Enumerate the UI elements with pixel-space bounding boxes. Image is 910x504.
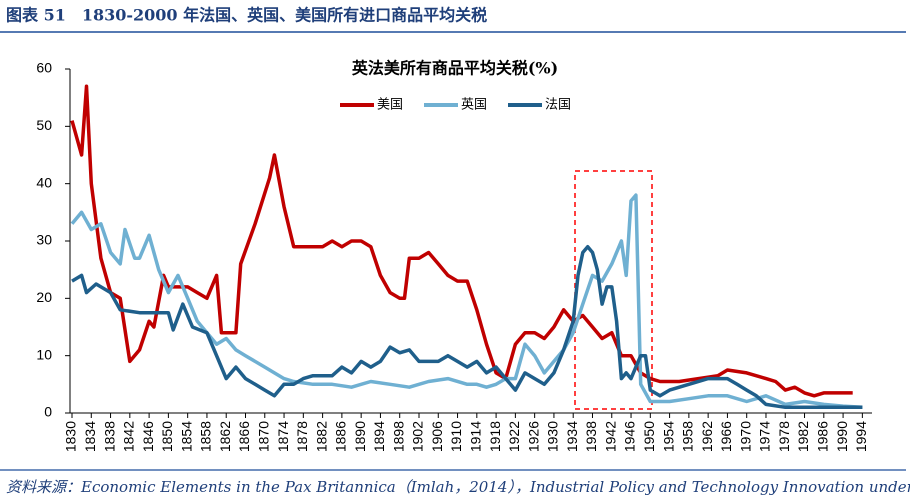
legend-label: 英国 [461,98,487,113]
x-tick-label: 1938 [583,421,599,452]
x-tick-label: 1858 [198,421,214,452]
x-tick-label: 1890 [352,421,368,452]
legend-label: 美国 [377,98,403,113]
series-line [70,84,853,398]
x-tick-label: 1950 [641,421,657,452]
x-tick-label: 1922 [506,421,522,452]
x-tick-label: 1914 [468,421,484,452]
x-tick-label: 1958 [680,421,696,452]
y-tick-label: 10 [36,346,52,362]
x-tick-label: 1834 [82,421,98,452]
series-line [71,244,863,410]
x-tick-label: 1898 [390,421,406,452]
header: 图表 51 1830-2000 年法国、英国、美国所有进口商品平均关税 [6,6,487,25]
x-tick-label: 1954 [660,421,676,452]
chart-title: 英法美所有商品平均关税(%) [351,59,558,78]
y-tick-label: 0 [44,404,52,420]
x-tick-label: 1842 [121,421,137,452]
x-tick-label: 1942 [602,421,618,452]
y-tick-label: 50 [36,117,52,133]
y-tick-label: 60 [36,60,52,76]
y-tick-label: 20 [36,289,52,305]
x-tick-label: 1854 [178,421,194,452]
x-tick-label: 1906 [429,421,445,452]
highlight-box [574,170,653,410]
x-tick-label: 1882 [313,421,329,452]
x-tick-label: 1886 [333,421,349,452]
x-tick-label: 1978 [776,421,792,452]
x-tick-label: 1982 [795,421,811,452]
x-tick-label: 1974 [757,421,773,452]
x-tick-label: 1830 [63,421,79,452]
x-tick-label: 1870 [255,421,271,452]
series-line [70,193,863,410]
x-tick-label: 1878 [294,421,310,452]
x-tick-label: 1962 [699,421,715,452]
x-tick-label: 1926 [525,421,541,452]
x-tick-label: 1838 [101,421,117,452]
source: 资料来源：Economic Elements in the Pax Britan… [6,478,910,496]
x-tick-label: 1970 [737,421,753,452]
x-tick-label: 1866 [236,421,252,452]
legend-label: 法国 [545,98,571,113]
x-tick-label: 1850 [159,421,175,452]
x-tick-label: 1862 [217,421,233,452]
x-tick-label: 1990 [834,421,850,452]
x-tick-label: 1902 [410,421,426,452]
x-tick-label: 1874 [275,421,291,452]
x-tick-label: 1934 [564,421,580,452]
x-tick-label: 1910 [448,421,464,452]
y-tick-label: 40 [36,174,52,190]
x-tick-label: 1930 [545,421,561,452]
y-tick-label: 30 [36,232,52,248]
x-tick-label: 1894 [371,421,387,452]
x-tick-label: 1966 [718,421,734,452]
x-tick-label: 1994 [853,421,869,452]
x-tick-label: 1846 [140,421,156,452]
x-tick-label: 1946 [622,421,638,452]
x-tick-label: 1918 [487,421,503,452]
x-tick-label: 1986 [815,421,831,452]
